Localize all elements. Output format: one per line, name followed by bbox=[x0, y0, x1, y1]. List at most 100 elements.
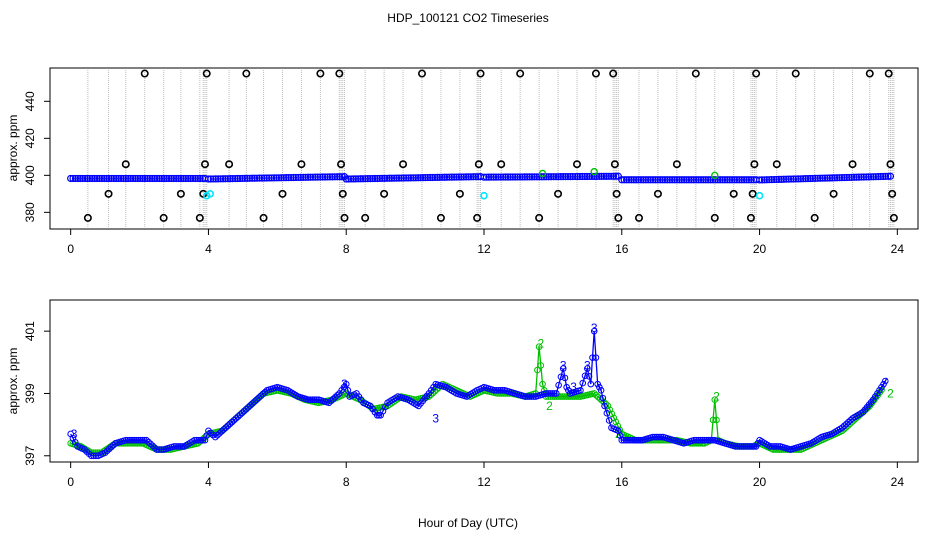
baseline-point bbox=[770, 175, 778, 184]
series-point bbox=[431, 387, 439, 395]
baseline-point bbox=[716, 176, 724, 184]
series-point bbox=[845, 418, 852, 426]
series-point bbox=[147, 440, 154, 448]
series-point bbox=[840, 422, 848, 430]
baseline-point bbox=[525, 173, 534, 181]
baseline-point bbox=[107, 174, 116, 183]
top-y-tick-label: 380 bbox=[23, 202, 37, 222]
baseline-point bbox=[637, 176, 645, 184]
baseline-point bbox=[545, 173, 553, 181]
baseline-point bbox=[136, 174, 144, 183]
baseline-point bbox=[785, 175, 793, 183]
series-point bbox=[495, 387, 502, 394]
baseline-point bbox=[557, 173, 565, 181]
series-point bbox=[199, 436, 207, 444]
baseline-point bbox=[740, 176, 748, 184]
baseline-point bbox=[860, 173, 868, 181]
outlier-point bbox=[672, 160, 681, 169]
baseline-point bbox=[115, 174, 123, 183]
series-point bbox=[342, 380, 350, 388]
bottom-x-tick-label: 4 bbox=[205, 475, 212, 489]
series-point bbox=[701, 436, 708, 444]
series-point bbox=[344, 387, 352, 394]
baseline-point bbox=[445, 173, 453, 181]
bottom-y-axis-label: approx. ppm bbox=[6, 348, 20, 415]
baseline-point bbox=[840, 173, 848, 182]
series-point bbox=[174, 443, 182, 450]
series-point bbox=[635, 436, 642, 444]
baseline-point bbox=[780, 175, 788, 183]
series-point bbox=[251, 398, 258, 405]
baseline-point bbox=[590, 172, 598, 181]
baseline-point bbox=[170, 174, 178, 183]
series-point bbox=[176, 443, 184, 450]
series-point bbox=[561, 374, 569, 382]
bottom-y-tick-label: 397 bbox=[23, 445, 37, 465]
series-point bbox=[618, 436, 626, 444]
series-point bbox=[748, 443, 756, 450]
series-point bbox=[232, 415, 240, 422]
outlier-point bbox=[865, 69, 874, 78]
outlier-point bbox=[729, 189, 738, 198]
baseline-point bbox=[609, 172, 618, 180]
baseline-point bbox=[119, 174, 128, 183]
baseline-point bbox=[804, 174, 812, 183]
baseline-point bbox=[528, 173, 536, 181]
baseline-point bbox=[243, 174, 251, 182]
top-x-tick-label: 8 bbox=[343, 242, 350, 256]
baseline-point bbox=[373, 174, 382, 183]
baseline-point bbox=[678, 176, 686, 184]
outlier-point bbox=[417, 69, 426, 78]
series-point bbox=[626, 436, 634, 444]
baseline-point bbox=[221, 175, 230, 183]
outlier-point bbox=[202, 69, 211, 78]
top-x-tick-label: 24 bbox=[891, 242, 905, 256]
baseline-point bbox=[838, 174, 846, 182]
series-point bbox=[139, 436, 146, 444]
series-point bbox=[738, 443, 745, 450]
baseline-point bbox=[287, 173, 295, 182]
series-point bbox=[253, 396, 260, 403]
baseline-point bbox=[131, 174, 140, 183]
series-point bbox=[649, 433, 657, 441]
baseline-point bbox=[673, 176, 681, 184]
series-digit-label: 3 bbox=[341, 377, 348, 391]
baseline-point bbox=[71, 174, 80, 183]
baseline-point bbox=[357, 175, 365, 183]
baseline-point bbox=[409, 174, 417, 182]
baseline-point bbox=[561, 173, 570, 181]
series-point bbox=[692, 436, 700, 444]
bottom-x-tick-label: 20 bbox=[753, 475, 767, 489]
baseline-point bbox=[383, 174, 391, 182]
baseline-point bbox=[772, 175, 781, 184]
outlier-point bbox=[710, 213, 719, 222]
baseline-point bbox=[139, 174, 147, 183]
baseline-point bbox=[253, 174, 261, 182]
baseline-point bbox=[622, 176, 631, 184]
baseline-point bbox=[600, 172, 608, 180]
outlier-point bbox=[884, 69, 893, 78]
baseline-point bbox=[730, 176, 739, 184]
baseline-point bbox=[833, 174, 841, 182]
series-point bbox=[307, 396, 314, 403]
series-line bbox=[70, 346, 885, 454]
baseline-point bbox=[443, 173, 451, 181]
outlier-point bbox=[338, 189, 347, 198]
baseline-point bbox=[747, 176, 755, 184]
baseline-point bbox=[802, 175, 810, 183]
series-point bbox=[124, 436, 132, 444]
baseline-point bbox=[233, 174, 242, 183]
series-point bbox=[535, 343, 543, 351]
outlier-point bbox=[225, 160, 234, 169]
series-point bbox=[632, 436, 640, 444]
series-point bbox=[624, 436, 632, 444]
baseline-point bbox=[823, 174, 832, 182]
baseline-point bbox=[583, 172, 591, 181]
baseline-point bbox=[857, 173, 865, 181]
series-point bbox=[333, 392, 341, 399]
baseline-point bbox=[595, 172, 603, 180]
baseline-point bbox=[212, 175, 220, 183]
baseline-point bbox=[792, 175, 800, 183]
outlier-point bbox=[476, 69, 485, 78]
